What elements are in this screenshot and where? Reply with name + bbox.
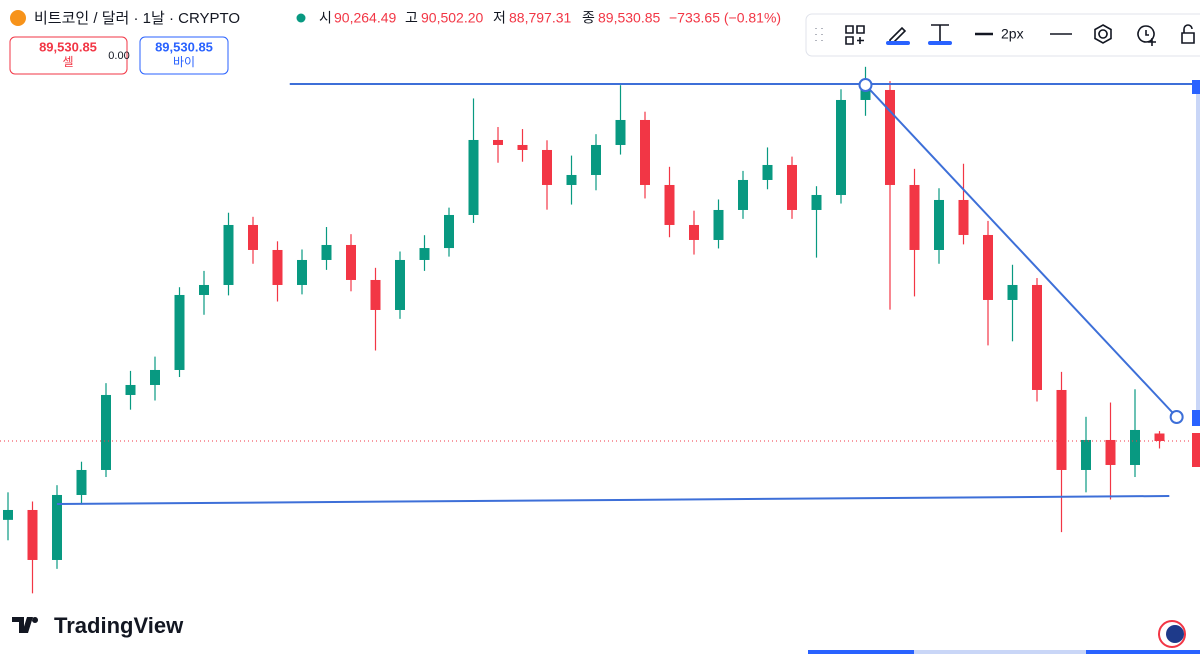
- candle-body: [689, 224, 699, 240]
- candle-body: [125, 384, 136, 395]
- spread: 0.00: [108, 50, 129, 62]
- candle-body: [1032, 284, 1042, 390]
- candle-body: [199, 284, 209, 295]
- buy-label: 바이: [173, 55, 195, 69]
- candle-body: [493, 139, 503, 145]
- open-value: 90,264.49: [334, 10, 396, 26]
- trend-handle: [1169, 410, 1184, 424]
- candle-body: [101, 394, 111, 470]
- axis-marker: [1192, 80, 1200, 94]
- sell-label: 셀: [62, 55, 73, 69]
- drag-handle[interactable]: [815, 28, 823, 41]
- symbol: 비트코인 / 달러 · 1날 · CRYPTO: [34, 10, 240, 27]
- candle-body: [1007, 284, 1018, 300]
- sell-price: 89,530.85: [39, 39, 97, 54]
- candle-body: [444, 214, 454, 249]
- candle-body: [885, 89, 895, 185]
- close-value: 89,530.85: [598, 10, 660, 26]
- candle-body: [1154, 433, 1165, 441]
- time-range: [808, 650, 914, 654]
- candle-body: [76, 469, 87, 495]
- candle-body: [762, 164, 773, 180]
- candle-body: [468, 139, 479, 215]
- buy-price: 89,530.85: [155, 39, 213, 54]
- plot: [0, 66, 1200, 594]
- change-value: −733.65 (−0.81%): [669, 10, 781, 26]
- candle-body: [297, 259, 307, 285]
- low-value: 88,797.31: [509, 10, 571, 26]
- brand-name: TradingView: [54, 613, 184, 638]
- sell-button[interactable]: [9, 36, 128, 75]
- candle-body: [811, 194, 822, 210]
- candle-body: [934, 199, 944, 250]
- candle-body: [174, 294, 185, 370]
- candle-body: [370, 279, 381, 310]
- low-label: 저: [493, 10, 506, 26]
- coin-icon: [10, 10, 26, 26]
- candle-body: [909, 184, 920, 250]
- close-label: 종: [582, 10, 595, 26]
- candle-body: [983, 234, 993, 300]
- candle-body: [615, 119, 626, 145]
- status-dot: [296, 13, 306, 23]
- candle-body: [248, 224, 258, 250]
- candle-body: [566, 174, 577, 185]
- high-label: 고: [405, 10, 418, 26]
- candle-body: [836, 99, 846, 195]
- candle-body: [958, 199, 969, 235]
- candle-body: [664, 184, 675, 225]
- alert-button[interactable]: [1137, 25, 1156, 46]
- candle-body: [542, 149, 552, 185]
- candle-body: [27, 509, 38, 560]
- candle-body: [517, 144, 528, 150]
- candle-body: [591, 144, 601, 175]
- candle-body: [713, 209, 724, 240]
- candle-body: [272, 249, 283, 285]
- candle-body: [1105, 439, 1116, 465]
- candle-body: [52, 494, 62, 560]
- candle-body: [1081, 439, 1091, 470]
- candle-body: [223, 224, 234, 285]
- settings-button[interactable]: [1094, 24, 1112, 44]
- candle-body: [640, 119, 650, 185]
- candle-body: [860, 89, 871, 100]
- flag-icon: [1166, 625, 1184, 643]
- candle-body: [419, 248, 430, 260]
- buy-button[interactable]: [139, 36, 229, 75]
- candle-body: [787, 164, 797, 210]
- trend-handle: [858, 78, 873, 92]
- axis-range: [1196, 94, 1200, 410]
- text-color-button[interactable]: [931, 24, 949, 41]
- lock-button[interactable]: [1181, 24, 1195, 44]
- text-color-swatch: [928, 41, 952, 45]
- candle-body: [395, 259, 405, 310]
- candle-body: [150, 369, 160, 385]
- candle-body: [321, 244, 332, 260]
- open-label: 시: [319, 10, 332, 26]
- brand-logo: [12, 617, 39, 633]
- candle-body: [3, 509, 13, 520]
- candle-body: [1130, 429, 1140, 465]
- candle-body: [1056, 389, 1067, 470]
- trend-line: [56, 495, 1170, 505]
- color-swatch: [886, 41, 910, 45]
- drawing-toolbar: [805, 13, 1200, 57]
- line-width[interactable]: 2px: [1001, 26, 1024, 42]
- template-button[interactable]: [845, 25, 865, 45]
- trend-line: [864, 84, 1178, 418]
- candle-body: [738, 179, 748, 210]
- price-marker: [1192, 433, 1200, 467]
- axis-marker: [1192, 410, 1200, 426]
- time-range: [914, 650, 1086, 654]
- high-value: 90,502.20: [421, 10, 483, 26]
- candle-body: [346, 244, 356, 280]
- time-range: [1086, 650, 1200, 654]
